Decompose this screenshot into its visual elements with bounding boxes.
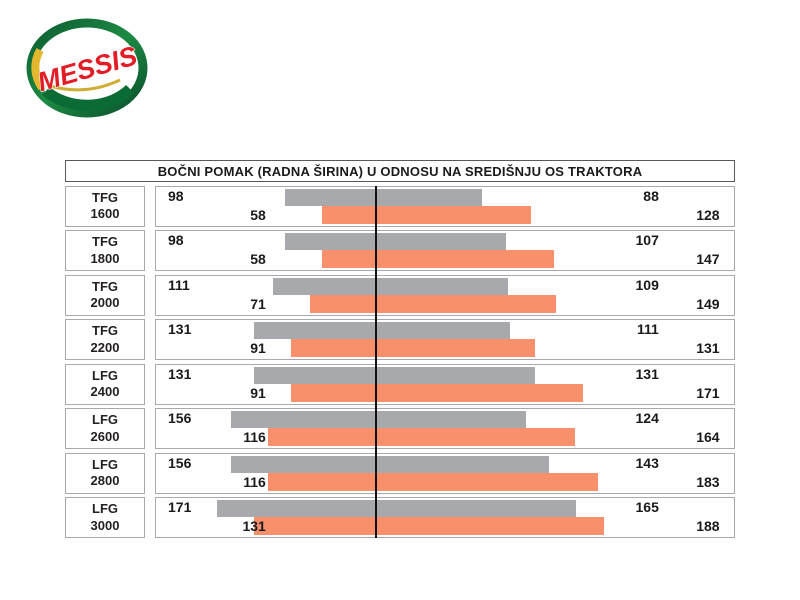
orange-right-value: 131: [696, 340, 720, 356]
gray-bar: [285, 233, 506, 250]
orange-bar: [254, 517, 604, 535]
gray-bar: [285, 188, 483, 206]
gray-right-value: 143: [635, 454, 659, 471]
messis-logo: MESSIS: [26, 16, 148, 120]
gray-right-value: 109: [635, 276, 659, 293]
gray-bar: [231, 411, 527, 428]
orange-left-value: 58: [250, 251, 266, 267]
row-size: 2600: [90, 428, 120, 444]
model-label-box: LFG 2400: [65, 363, 145, 405]
orange-right-value: 128: [696, 206, 720, 223]
model-label-box: TFG 2200: [65, 319, 145, 360]
orange-bar: [291, 339, 535, 357]
row-size: 2000: [90, 295, 120, 310]
gray-left-value: 98: [168, 187, 184, 204]
chart-rows: TFG 1600 98 58 88 128 TFG 1800 98 58 107…: [65, 185, 735, 538]
table-row: TFG 2000 111 71 109 149: [65, 274, 735, 316]
orange-bar: [268, 428, 575, 446]
row-chart-area: 156 116 124 164: [155, 408, 735, 449]
gray-right-value: 131: [635, 365, 659, 382]
row-chart-area: 131 91 131 171: [155, 363, 735, 405]
row-model: TFG: [92, 278, 118, 294]
row-chart-area: 98 58 88 128: [155, 185, 735, 227]
row-chart-area: 98 58 107 147: [155, 230, 735, 271]
gray-left-value: 156: [168, 410, 192, 426]
gray-bar: [254, 366, 535, 384]
model-label-box: LFG 2600: [65, 408, 145, 449]
gray-bar: [254, 322, 511, 339]
row-size: 2400: [90, 384, 120, 399]
row-chart-area: 131 91 111 131: [155, 319, 735, 360]
row-model: TFG: [92, 189, 118, 205]
gray-left-value: 111: [168, 276, 190, 293]
gray-bar: [217, 500, 576, 517]
table-row: TFG 2200 131 91 111 131: [65, 319, 735, 360]
orange-bar: [322, 250, 555, 268]
gray-right-value: 107: [635, 232, 659, 248]
row-model: LFG: [92, 501, 118, 517]
table-row: LFG 2600 156 116 124 164: [65, 408, 735, 449]
row-size: 3000: [90, 517, 120, 533]
chart-title: BOČNI POMAK (RADNA ŠIRINA) U ODNOSU NA S…: [65, 160, 735, 182]
orange-right-value: 171: [696, 384, 720, 401]
table-row: TFG 1800 98 58 107 147: [65, 230, 735, 271]
orange-left-value: 116: [243, 473, 266, 490]
messis-logo-icon: MESSIS: [26, 18, 148, 118]
row-size: 2200: [90, 339, 120, 355]
orange-bar: [291, 383, 584, 402]
row-chart-area: 111 71 109 149: [155, 274, 735, 316]
orange-left-value: 91: [250, 340, 266, 356]
row-model: TFG: [92, 234, 118, 250]
row-chart-area: 171 131 165 188: [155, 497, 735, 538]
orange-left-value: 131: [242, 518, 266, 534]
gray-bar: [231, 455, 550, 473]
gray-right-value: 111: [637, 321, 659, 337]
row-size: 2800: [90, 473, 120, 488]
gray-right-value: 88: [643, 187, 659, 204]
orange-right-value: 188: [696, 518, 720, 534]
row-model: LFG: [92, 367, 118, 383]
gray-left-value: 171: [168, 499, 192, 515]
row-model: TFG: [92, 323, 118, 339]
orange-left-value: 91: [250, 384, 266, 401]
model-label-box: TFG 1600: [65, 185, 145, 227]
row-chart-area: 156 116 143 183: [155, 452, 735, 494]
gray-bar: [272, 277, 508, 295]
orange-bar: [322, 205, 531, 224]
row-size: 1800: [90, 250, 120, 266]
gray-right-value: 124: [635, 410, 659, 426]
table-row: LFG 3000 171 131 165 188: [65, 497, 735, 538]
model-label-box: TFG 1800: [65, 230, 145, 271]
gray-left-value: 131: [168, 321, 192, 337]
gray-left-value: 98: [168, 232, 184, 248]
tractor-axis-line: [375, 185, 377, 538]
orange-right-value: 183: [696, 473, 720, 490]
orange-left-value: 116: [243, 429, 266, 445]
orange-bar: [309, 294, 557, 313]
orange-left-value: 58: [250, 206, 266, 223]
table-row: LFG 2800 156 116 143 183: [65, 452, 735, 494]
orange-right-value: 164: [696, 429, 720, 445]
orange-right-value: 147: [696, 251, 720, 267]
row-model: LFG: [92, 412, 118, 428]
model-label-box: LFG 3000: [65, 497, 145, 538]
row-model: LFG: [92, 456, 118, 472]
gray-left-value: 156: [168, 454, 192, 471]
row-size: 1600: [90, 206, 120, 221]
gray-left-value: 131: [168, 365, 192, 382]
orange-right-value: 149: [696, 295, 720, 312]
model-label-box: LFG 2800: [65, 452, 145, 494]
table-row: LFG 2400 131 91 131 171: [65, 363, 735, 405]
offset-chart: BOČNI POMAK (RADNA ŠIRINA) U ODNOSU NA S…: [65, 160, 735, 538]
orange-left-value: 71: [250, 295, 266, 312]
table-row: TFG 1600 98 58 88 128: [65, 185, 735, 227]
orange-bar: [268, 472, 598, 491]
model-label-box: TFG 2000: [65, 274, 145, 316]
gray-right-value: 165: [635, 499, 659, 515]
